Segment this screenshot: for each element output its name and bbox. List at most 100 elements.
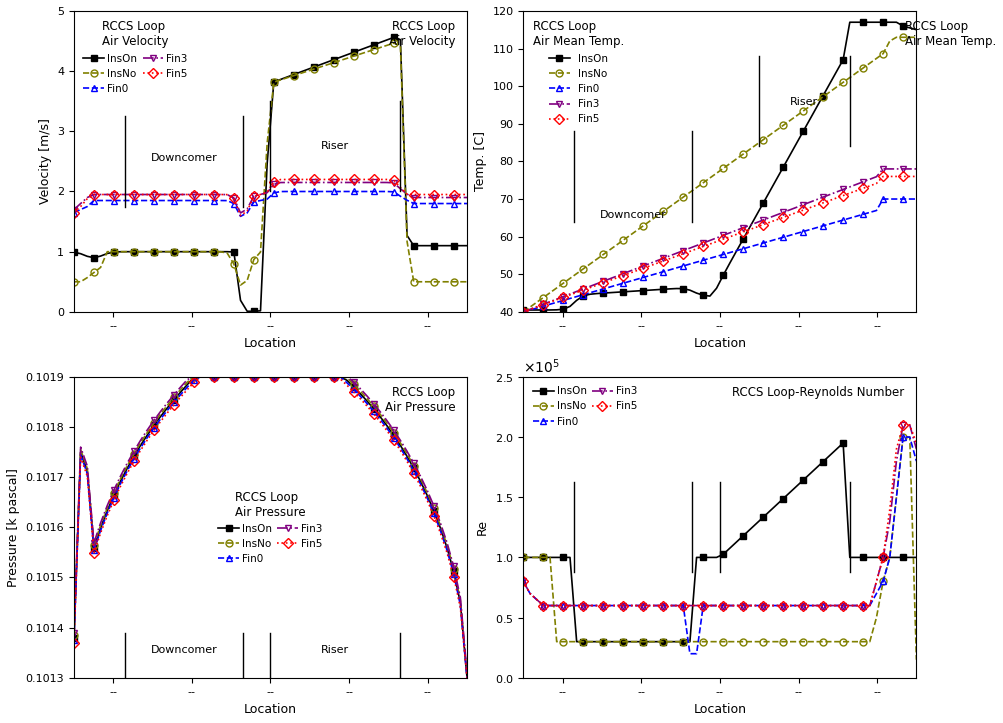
Fin0 — [134, 196, 146, 205]
Fin3 — [584, 282, 596, 291]
Fin5 — [235, 211, 247, 220]
Fin3 — [657, 602, 669, 610]
Fin0 — [683, 649, 695, 658]
Fin0 — [650, 602, 662, 610]
InsNo — [890, 33, 902, 42]
InsNo — [68, 630, 80, 639]
Y-axis label: Temp. [C]: Temp. [C] — [473, 132, 486, 192]
Fin0 — [643, 602, 655, 610]
Fin5 — [657, 602, 669, 610]
InsOn — [637, 638, 649, 646]
InsNo — [517, 307, 529, 316]
InsNo — [617, 638, 629, 646]
InsOn — [837, 439, 849, 448]
Text: Riser: Riser — [321, 142, 349, 151]
Line: InsNo: InsNo — [520, 34, 919, 315]
Fin5 — [763, 218, 775, 226]
Fin0 — [517, 307, 529, 316]
Fin3 — [650, 257, 662, 265]
InsNo — [201, 247, 213, 256]
Line: InsOn: InsOn — [71, 35, 469, 314]
InsNo — [321, 61, 333, 69]
InsOn — [650, 286, 662, 294]
Fin0 — [517, 577, 529, 586]
InsOn — [843, 18, 855, 27]
Fin5 — [517, 307, 529, 316]
Fin5 — [650, 602, 662, 610]
InsOn — [617, 288, 629, 296]
Fin5 — [68, 208, 80, 217]
InsNo — [134, 247, 146, 256]
InsOn — [201, 372, 213, 381]
InsOn — [460, 241, 472, 250]
Legend: InsOn, InsNo, Fin0, Fin3, Fin5: InsOn, InsNo, Fin0, Fin3, Fin5 — [528, 16, 628, 129]
Line: Fin5: Fin5 — [520, 422, 919, 609]
Fin5 — [168, 190, 180, 199]
Fin3 — [68, 628, 80, 637]
Fin3 — [188, 372, 200, 381]
InsOn — [657, 638, 669, 646]
Fin3 — [769, 602, 781, 610]
Line: Fin0: Fin0 — [520, 434, 919, 657]
Fin0 — [181, 383, 193, 392]
Fin5 — [517, 577, 529, 586]
Fin3 — [460, 669, 472, 677]
InsOn — [387, 33, 399, 42]
Fin0 — [195, 372, 207, 381]
InsOn — [570, 638, 582, 646]
Line: Fin5: Fin5 — [70, 373, 470, 681]
InsNo — [763, 131, 775, 140]
X-axis label: Location: Location — [244, 703, 297, 716]
InsOn — [321, 58, 333, 67]
Line: Fin0: Fin0 — [70, 188, 470, 220]
Fin0 — [617, 602, 629, 610]
Fin3 — [321, 372, 333, 381]
InsNo — [910, 655, 922, 664]
InsNo — [201, 372, 213, 381]
InsNo — [235, 281, 247, 289]
InsNo — [643, 638, 655, 646]
Fin3 — [327, 178, 339, 187]
Line: InsOn: InsOn — [521, 440, 919, 644]
Fin5 — [630, 266, 642, 275]
InsOn — [910, 25, 922, 34]
InsOn — [134, 247, 146, 256]
Fin5 — [327, 175, 339, 184]
Fin5 — [590, 602, 602, 610]
Fin0 — [195, 196, 207, 205]
InsNo — [168, 393, 180, 402]
Legend: InsOn, InsNo, Fin0, Fin3, Fin5: InsOn, InsNo, Fin0, Fin3, Fin5 — [528, 382, 641, 431]
Fin3 — [910, 445, 922, 453]
InsOn — [650, 638, 662, 646]
InsOn — [208, 372, 220, 381]
Fin5 — [623, 602, 635, 610]
Fin3 — [630, 264, 642, 273]
Fin0 — [201, 196, 213, 205]
Fin3 — [590, 602, 602, 610]
Line: InsOn: InsOn — [71, 374, 469, 680]
Fin0 — [630, 602, 642, 610]
Fin0 — [630, 275, 642, 283]
InsNo — [584, 260, 596, 268]
Fin3 — [517, 577, 529, 586]
Fin0 — [650, 269, 662, 278]
InsOn — [517, 553, 529, 562]
Fin5 — [134, 446, 146, 455]
Fin3 — [201, 372, 213, 381]
Y-axis label: Re: Re — [475, 519, 488, 535]
Fin5 — [460, 673, 472, 682]
InsNo — [763, 638, 775, 646]
InsNo — [181, 247, 193, 256]
Legend: InsOn, InsNo, Fin0, Fin3, Fin5: InsOn, InsNo, Fin0, Fin3, Fin5 — [214, 487, 327, 568]
InsNo — [650, 212, 662, 221]
Line: InsOn: InsOn — [521, 20, 919, 313]
InsNo — [460, 278, 472, 286]
Fin0 — [321, 372, 333, 381]
InsOn — [181, 247, 193, 256]
InsNo — [195, 247, 207, 256]
Line: Fin3: Fin3 — [70, 373, 470, 676]
X-axis label: Location: Location — [693, 337, 745, 350]
Fin0 — [68, 208, 80, 217]
Fin3 — [877, 165, 889, 174]
Fin0 — [584, 602, 596, 610]
